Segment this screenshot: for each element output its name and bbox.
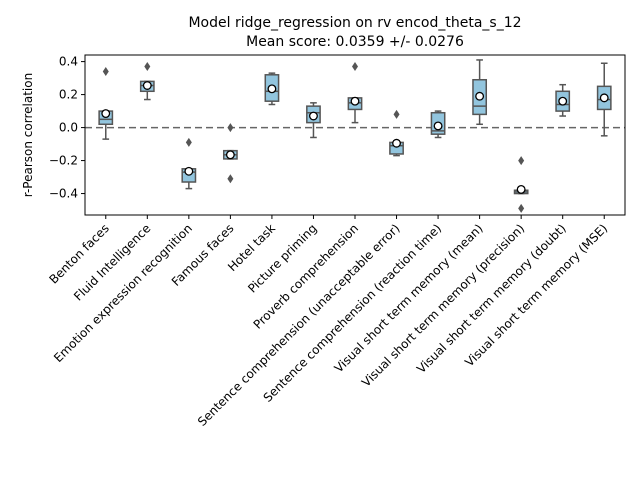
chart-subtitle: Mean score: 0.0359 +/- 0.0276 [246, 34, 464, 50]
y-tick-label: 0.2 [59, 88, 78, 102]
y-tick-label: −0.2 [49, 154, 78, 168]
mean-marker [142, 81, 152, 90]
y-tick-label: 0.4 [59, 55, 78, 69]
mean-marker [475, 91, 485, 101]
y-axis-label: r-Pearson correlation [21, 73, 35, 197]
outlier-marker [393, 109, 400, 119]
outlier-marker [185, 137, 192, 147]
mean-marker [309, 111, 318, 121]
outlier-marker [144, 62, 151, 72]
mean-marker [558, 96, 568, 106]
mean-marker [350, 96, 360, 106]
y-tick-label: −0.4 [49, 187, 78, 201]
outlier-marker [102, 66, 109, 76]
outlier-marker [227, 123, 234, 133]
mean-marker [516, 184, 526, 194]
outlier-marker [227, 174, 234, 184]
plot-frame [84, 54, 626, 216]
x-tick-label: Visual short term memory (doubt) [414, 221, 569, 376]
mean-marker [184, 166, 194, 176]
outlier-marker [518, 156, 525, 166]
mean-marker [101, 109, 111, 119]
outlier-marker [352, 62, 358, 72]
mean-marker [225, 150, 235, 160]
mean-marker [433, 121, 443, 131]
y-tick-label: 0.0 [59, 121, 78, 135]
mean-marker [267, 84, 277, 94]
x-tick-label: Visual short term memory (mean) [332, 221, 486, 375]
mean-marker [392, 138, 401, 148]
mean-marker [599, 93, 609, 103]
x-tick-label: Fluid Intelligence [71, 221, 153, 303]
chart-title: Model ridge_regression on rv encod_theta… [188, 15, 521, 31]
outlier-marker [518, 203, 525, 213]
